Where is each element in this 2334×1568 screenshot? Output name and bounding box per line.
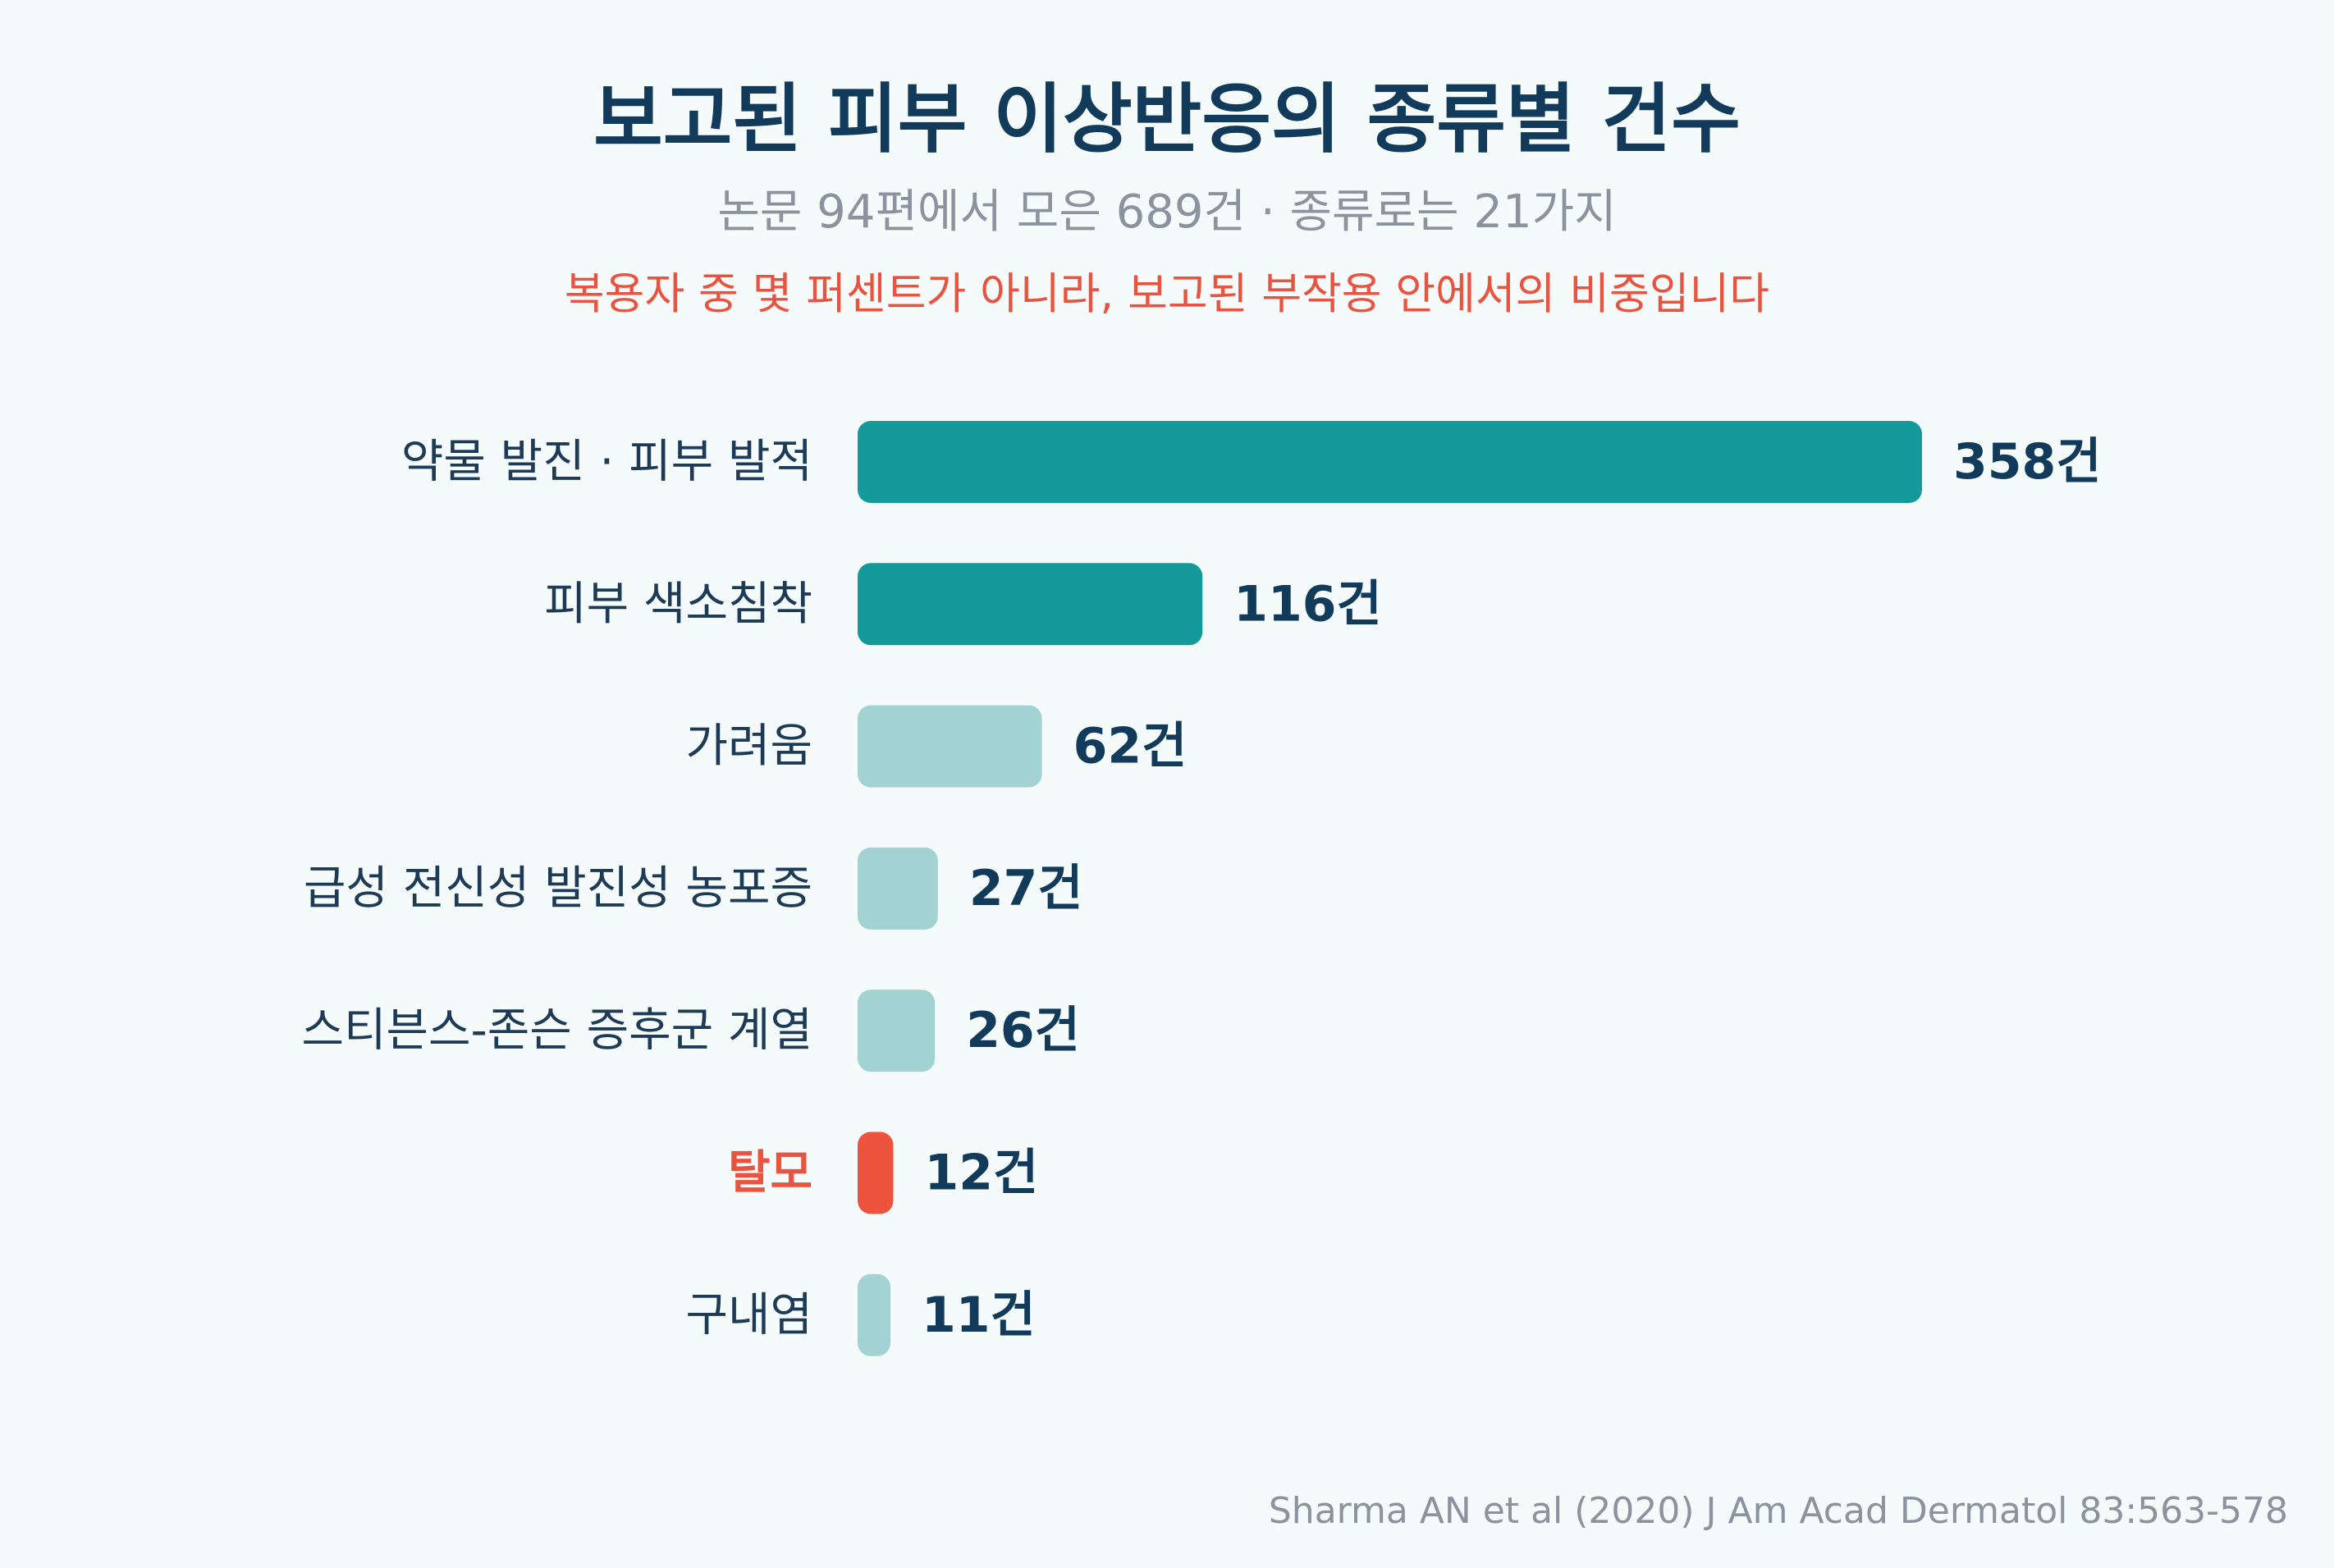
value-label: 27건 (969, 860, 1083, 917)
chart-note: 복용자 중 몇 퍼센트가 아니라, 보고된 부작용 안에서의 비중입니다 (564, 269, 1770, 319)
value-label: 12건 (924, 1145, 1038, 1202)
category-label: 스티븐스-존슨 증후군 계열 (301, 1004, 812, 1058)
source-citation: Sharma AN et al (2020) J Am Acad Dermato… (1268, 1490, 2288, 1532)
bar (858, 705, 1042, 788)
value-label: 358건 (1953, 433, 2101, 491)
bar (858, 563, 1203, 646)
category-label: 약물 발진 · 피부 발적 (401, 436, 812, 489)
value-label: 26건 (966, 1002, 1080, 1059)
category-label: 가려움 (685, 720, 812, 773)
chart-subtitle: 논문 94편에서 모은 689건 · 종류로는 21가지 (717, 185, 1617, 239)
bar (858, 1131, 894, 1214)
bar (858, 1273, 890, 1356)
bar (858, 990, 936, 1072)
value-label: 11건 (922, 1287, 1036, 1344)
bar (858, 421, 1922, 503)
bar (858, 847, 938, 930)
chart-title: 보고된 피부 이상반응의 종류별 건수 (593, 75, 1741, 163)
category-label: 피부 색소침착 (544, 578, 812, 631)
category-label: 구내염 (685, 1288, 812, 1342)
value-label: 62건 (1073, 718, 1188, 775)
category-label: 탈모 (728, 1146, 812, 1200)
category-label: 급성 전신성 발진성 농포증 (304, 862, 812, 915)
value-label: 116건 (1233, 575, 1381, 633)
